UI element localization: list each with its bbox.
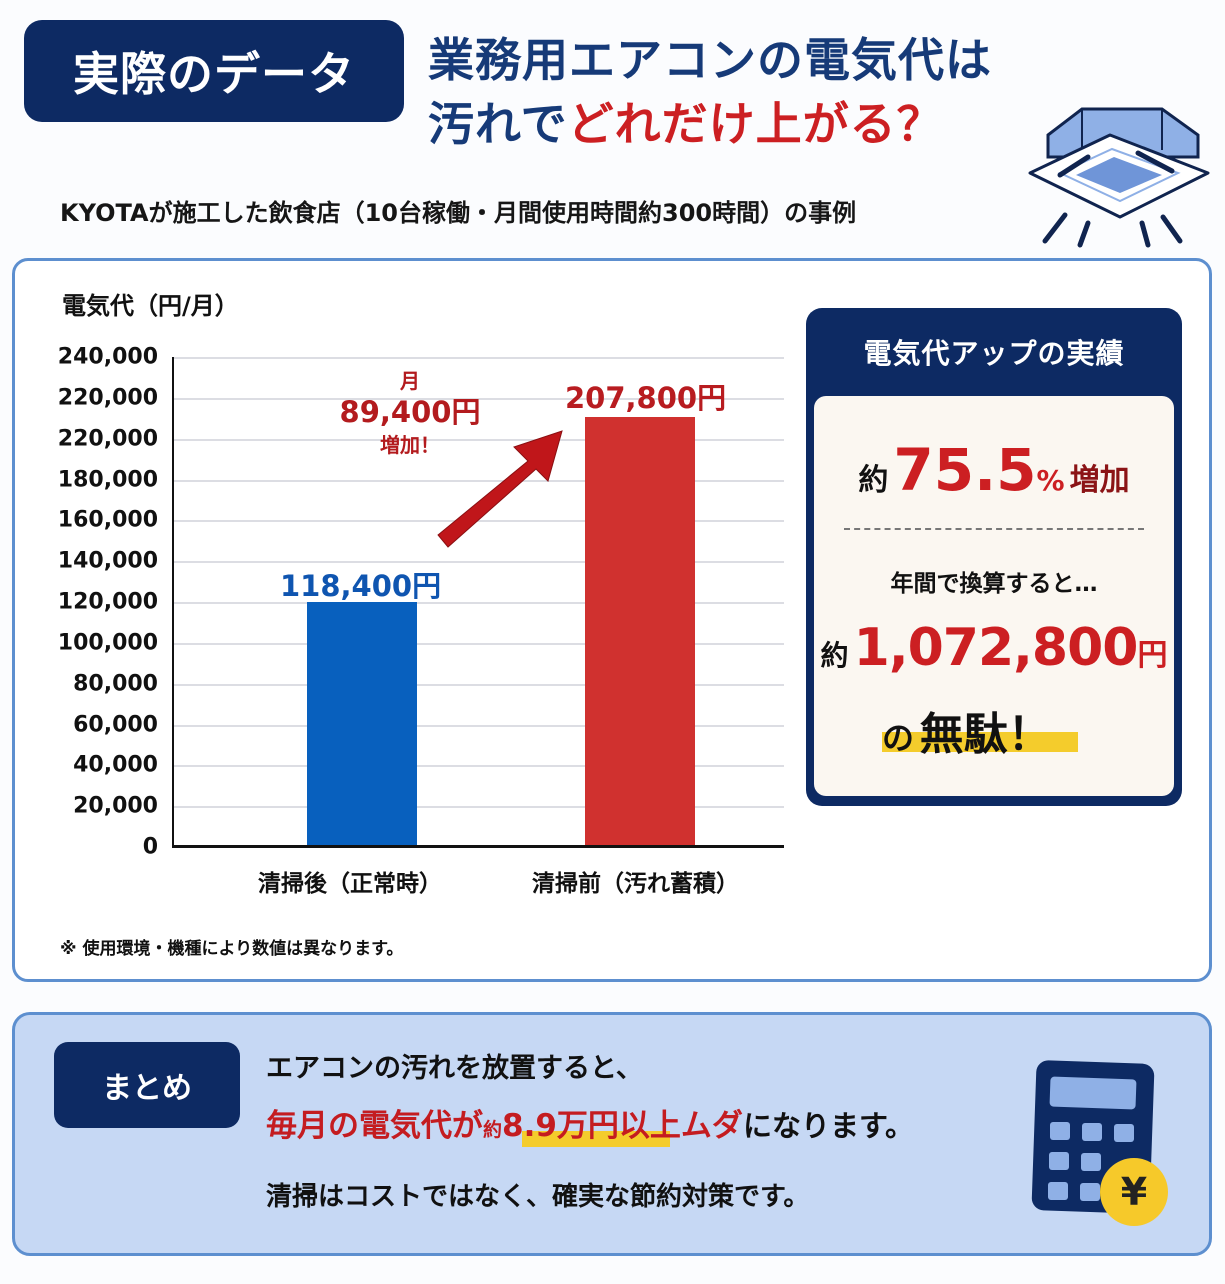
annual-unit: 円 bbox=[1137, 638, 1168, 673]
summary-line-1: エアコンの汚れを放置すると、 bbox=[266, 1053, 643, 1084]
x-category-before: 清掃前（汚れ蓄積） bbox=[532, 871, 739, 897]
grid-line bbox=[172, 357, 784, 359]
y-tick: 60,000 bbox=[73, 712, 158, 737]
grid-line bbox=[172, 724, 784, 727]
x-axis bbox=[172, 845, 784, 848]
y-tick: 160,000 bbox=[57, 507, 158, 533]
pct-unit: % bbox=[1036, 464, 1065, 497]
svg-text:¥: ¥ bbox=[1121, 1170, 1147, 1214]
y-tick: 80,000 bbox=[73, 671, 158, 697]
result-card: 電気代アップの実績 約 75.5% 増加 年間で換算すると… 約 1,072,8… bbox=[806, 308, 1182, 806]
annual-value: 1,072,800 bbox=[853, 618, 1139, 678]
y-tick: 220,000 bbox=[57, 426, 158, 452]
pct-value: 75.5 bbox=[893, 436, 1037, 504]
summary-highlight-marker bbox=[522, 1131, 670, 1147]
increase-percentage: 約 75.5% 増加 bbox=[814, 436, 1174, 504]
annual-prefix: 約 bbox=[820, 639, 849, 672]
divider bbox=[844, 528, 1144, 530]
waste-word: 無駄！ bbox=[919, 709, 1052, 760]
case-subtitle: KYOTAが施工した飲食店（10台稼働・月間使用時間約300時間）の事例 bbox=[60, 199, 857, 227]
grid-line bbox=[172, 683, 784, 686]
grid-line bbox=[172, 397, 784, 400]
pct-suffix: 増加 bbox=[1069, 463, 1130, 498]
y-axis-label: 電気代（円/月） bbox=[62, 292, 239, 320]
grid-line bbox=[172, 438, 784, 441]
title-prefix: 汚れで bbox=[428, 97, 568, 151]
summary-tail: になります。 bbox=[742, 1109, 915, 1143]
title-line-1: 業務用エアコンの電気代は bbox=[428, 33, 992, 87]
calculator-yen-icon: ¥ bbox=[1031, 1060, 1168, 1226]
grid-line bbox=[172, 520, 784, 523]
y-tick: 180,000 bbox=[57, 467, 158, 492]
y-axis bbox=[172, 357, 174, 847]
bar-value-after: 118,400円 bbox=[280, 569, 442, 603]
grid-line bbox=[172, 765, 784, 768]
y-tick: 220,000 bbox=[57, 385, 158, 411]
grid-line bbox=[172, 561, 784, 564]
summary-line-2: 毎月の電気代が約8.9万円以上ムダになります。 bbox=[266, 1100, 914, 1145]
page-title: 業務用エアコンの電気代は 汚れでどれだけ上がる？ bbox=[428, 28, 992, 156]
title-line-2: 汚れでどれだけ上がる？ bbox=[428, 92, 992, 156]
annotation-amount: 89,400円 bbox=[339, 395, 481, 429]
annotation-line-3: 増加！ bbox=[380, 433, 440, 457]
grid-line bbox=[172, 642, 784, 645]
increase-arrow-icon bbox=[437, 430, 563, 548]
annotation-line-1: 月 bbox=[400, 369, 420, 393]
summary-emphasis-2: 8.9万円以上ムダ bbox=[502, 1108, 743, 1144]
pct-prefix: 約 bbox=[858, 463, 889, 498]
bar-value-before: 207,800円 bbox=[565, 381, 727, 415]
result-card-body: 約 75.5% 増加 年間で換算すると… 約 1,072,800円 の 無駄！ bbox=[814, 396, 1174, 796]
y-tick-labels: 240,000 220,000 220,000 180,000 160,000 … bbox=[0, 345, 160, 860]
y-tick: 240,000 bbox=[57, 344, 158, 370]
annual-lead: 年間で換算すると… bbox=[890, 571, 1098, 597]
footnote: ※ 使用環境・機種により数値は異なります。 bbox=[60, 939, 404, 959]
summary-line-3: 清掃はコストではなく、確実な節約対策です。 bbox=[266, 1182, 810, 1212]
increase-annotation: 月 89,400円 増加！ bbox=[330, 368, 490, 460]
title-highlight: どれだけ上がる？ bbox=[567, 97, 944, 151]
bar-chart-plot: 118,400円 207,800円 bbox=[172, 357, 784, 848]
y-tick: 40,000 bbox=[73, 752, 158, 778]
section-badge: 実際のデータ bbox=[24, 20, 404, 122]
bar-before-cleaning bbox=[585, 417, 695, 847]
annual-loss: 約 1,072,800円 bbox=[814, 618, 1174, 678]
x-category-after: 清掃後（正常時） bbox=[258, 871, 442, 897]
y-tick: 20,000 bbox=[73, 793, 158, 819]
result-card-title: 電気代アップの実績 bbox=[863, 337, 1125, 370]
y-tick: 120,000 bbox=[57, 589, 158, 615]
y-tick: 100,000 bbox=[57, 630, 158, 656]
grid-line bbox=[172, 602, 784, 604]
highlight-marker bbox=[882, 732, 1078, 752]
waste-label: の 無駄！ bbox=[882, 698, 1078, 762]
grid-line bbox=[172, 806, 784, 809]
summary-emphasis-1: 毎月の電気代が bbox=[266, 1108, 483, 1144]
air-conditioner-icon bbox=[1028, 107, 1210, 248]
waste-particle: の bbox=[882, 719, 915, 757]
y-tick: 140,000 bbox=[57, 548, 158, 574]
bar-after-cleaning bbox=[307, 602, 417, 847]
summary-badge: まとめ bbox=[54, 1042, 240, 1128]
summary-approx: 約 bbox=[483, 1119, 503, 1141]
grid-line bbox=[172, 479, 784, 482]
y-tick: 0 bbox=[142, 834, 158, 860]
